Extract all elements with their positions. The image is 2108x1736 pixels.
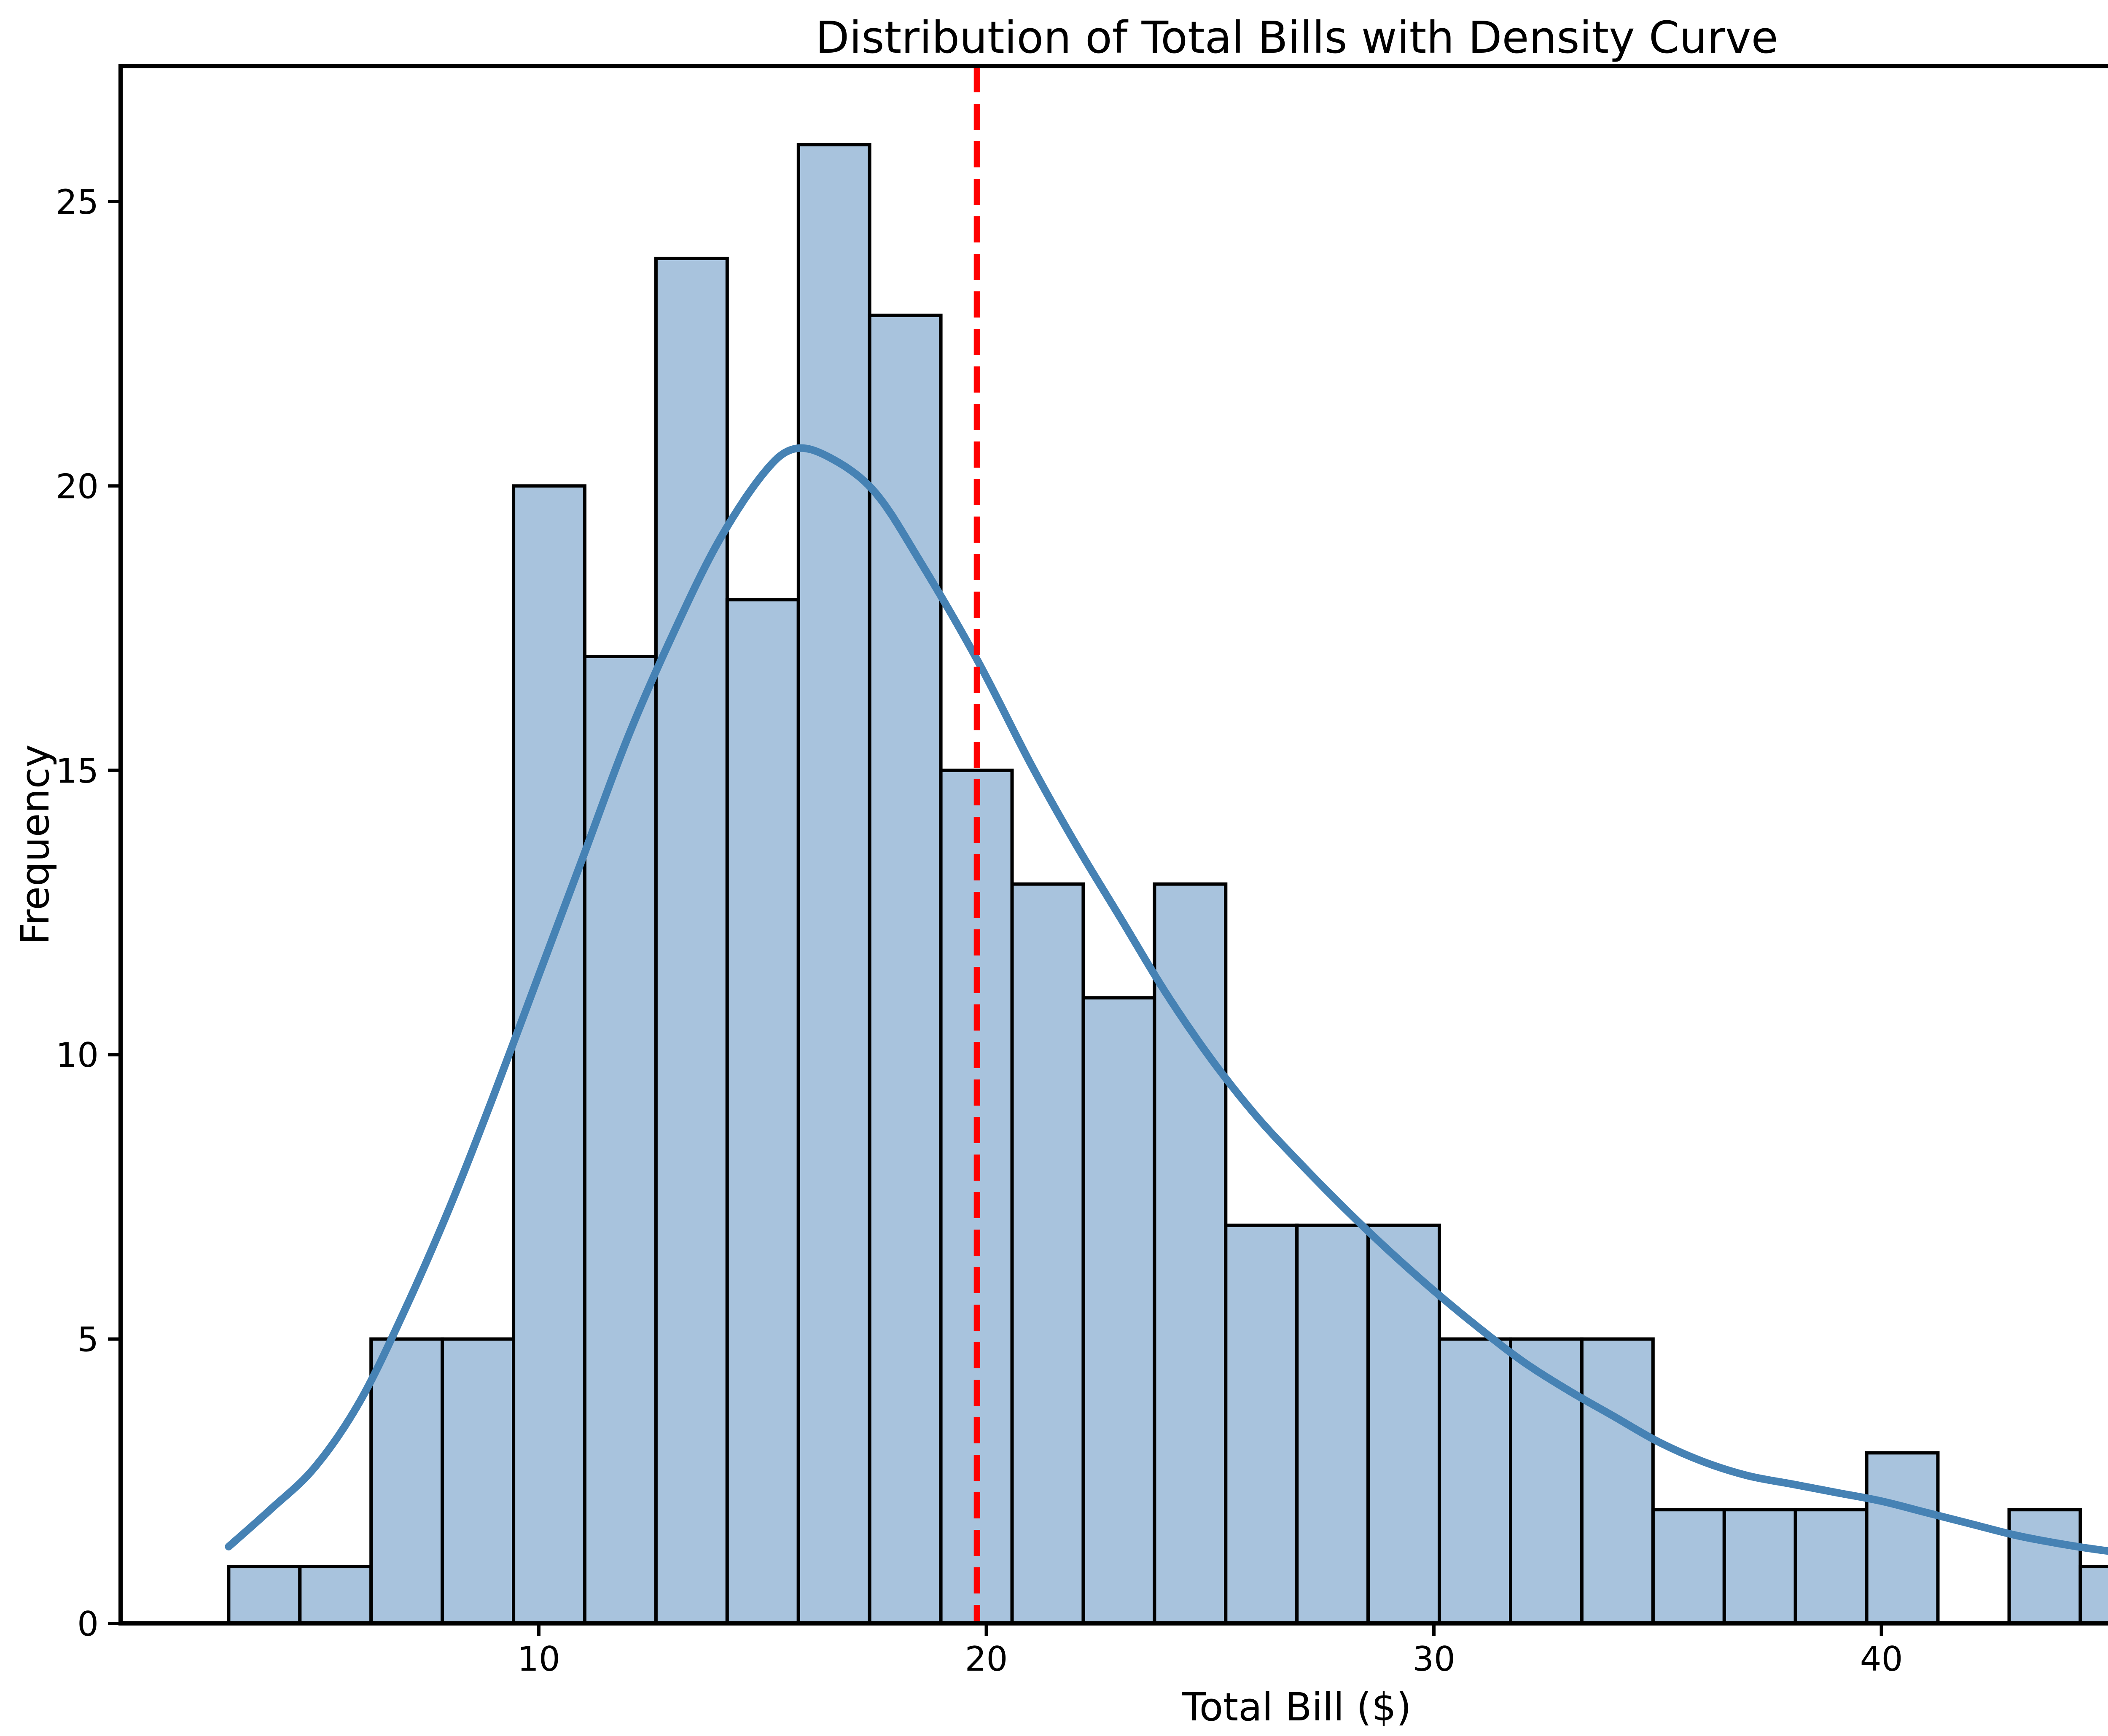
histogram-bar (583, 655, 658, 1625)
x-tick-label: 20 (965, 1639, 1008, 1679)
histogram-bar (1153, 882, 1228, 1626)
histogram-bar (369, 1337, 444, 1626)
histogram-bar (1580, 1337, 1655, 1626)
histogram-bar (441, 1337, 515, 1626)
y-tick-label: 5 (77, 1320, 99, 1359)
histogram-bar (796, 143, 871, 1625)
kde-curve (225, 444, 2108, 1555)
histogram-bar (654, 256, 729, 1626)
y-axis-label: Frequency (13, 744, 58, 945)
x-axis-ticks: 1020304050 (517, 1623, 1903, 1679)
y-tick-label: 15 (56, 751, 99, 791)
x-tick-label: 10 (517, 1639, 560, 1679)
histogram-bar (1081, 996, 1156, 1625)
y-tick-label: 0 (77, 1604, 99, 1644)
x-tick-label: 40 (1860, 1639, 1903, 1679)
histogram-bar (1865, 1451, 1940, 1625)
histogram-bar (227, 1565, 302, 1626)
histogram-bars (227, 143, 2108, 1626)
y-tick-label: 10 (56, 1036, 99, 1075)
histogram-bar (1438, 1337, 1513, 1626)
y-axis-ticks: 0 5 10 15 20 25 (56, 183, 121, 1644)
histogram-bar (1793, 1508, 1869, 1625)
histogram-bar (1295, 1223, 1370, 1626)
histogram-bar (1722, 1508, 1797, 1625)
histogram-bar (2078, 1565, 2108, 1626)
y-tick-label: 25 (56, 183, 99, 222)
histogram-bar (1224, 1223, 1299, 1626)
histogram-bar (512, 484, 586, 1626)
histogram-bar (1366, 1223, 1441, 1626)
histogram-bar (868, 313, 943, 1625)
histogram-bar (2007, 1508, 2082, 1625)
y-tick-label: 20 (56, 467, 99, 506)
histogram-bar (1010, 882, 1085, 1626)
histogram-bar (1651, 1508, 1726, 1625)
histogram-bar (725, 598, 800, 1625)
histogram-bar (1509, 1337, 1584, 1626)
x-axis-label: Total Bill ($) (1182, 1685, 1411, 1730)
chart-title: Distribution of Total Bills with Density… (815, 12, 1778, 63)
x-tick-label: 30 (1412, 1639, 1455, 1679)
histogram-bar (298, 1565, 373, 1626)
plot-border (118, 64, 2108, 1626)
